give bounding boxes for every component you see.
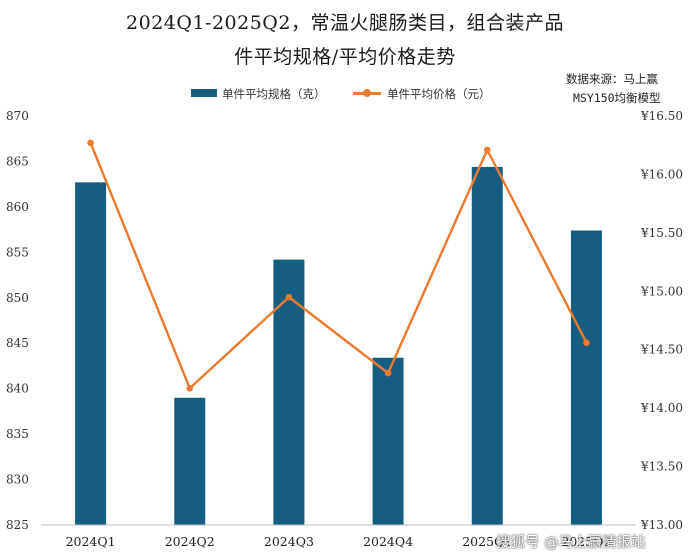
right-axis-tick-label: ¥15.50 — [640, 226, 683, 240]
right-axis-tick-label: ¥14.00 — [640, 401, 683, 415]
right-axis-tick-label: ¥14.50 — [640, 343, 683, 357]
x-axis-tick-label: 2024Q4 — [363, 534, 413, 549]
price-point — [583, 339, 590, 347]
price-series-line — [89, 142, 588, 390]
chart-title-line2: 件平均规格/平均价格走势 — [234, 46, 456, 68]
x-axis-tick-label: 2024Q3 — [264, 534, 314, 549]
right-axis-tick-label: ¥16.50 — [640, 109, 683, 123]
legend-label-line: 单件平均价格（元） — [387, 87, 491, 101]
price-point — [285, 293, 293, 301]
price-point — [483, 146, 491, 154]
legend-swatch-marker — [363, 89, 371, 97]
bar — [75, 182, 107, 526]
right-axis-tick-label: ¥16.00 — [640, 167, 683, 181]
chart-title-line1: 2024Q1-2025Q2，常温火腿肠类目，组合装产品 — [126, 12, 564, 34]
x-axis-tick-label: 2025Q2 — [561, 534, 611, 549]
price-point — [384, 369, 392, 377]
bar — [471, 166, 503, 526]
watermark: 搜狐号 @马上赢情报站 — [496, 535, 646, 551]
left-axis-tick-label: 850 — [6, 291, 29, 305]
x-axis-tick-label: 2025Q1 — [462, 534, 512, 549]
left-axis-tick-label: 865 — [6, 154, 29, 168]
left-axis-tick-label: 845 — [6, 336, 29, 350]
price-point — [186, 384, 194, 392]
right-axis-tick-label: ¥13.50 — [640, 460, 683, 474]
left-axis-tick-label: 860 — [6, 200, 29, 214]
left-axis-tick-label: 835 — [6, 427, 29, 441]
bar — [570, 230, 602, 525]
legend-label-bar: 单件平均规格（克） — [222, 87, 326, 101]
left-axis-tick-label: 830 — [6, 473, 29, 487]
right-axis-tick-label: ¥13.00 — [640, 518, 683, 532]
left-axis-tick-label: 870 — [6, 109, 29, 123]
price-point — [87, 139, 94, 147]
right-axis-tick-label: ¥15.00 — [640, 284, 683, 298]
x-axis-tick-label: 2024Q1 — [66, 534, 116, 549]
left-axis-tick-label: 825 — [6, 518, 29, 532]
source-note-line1: 数据来源：马上赢 — [566, 72, 658, 86]
x-axis-tick-label: 2024Q2 — [165, 534, 215, 549]
left-axis-tick-label: 840 — [6, 382, 29, 396]
bar — [174, 397, 206, 525]
legend-swatch-bar — [191, 89, 217, 97]
bar — [372, 357, 404, 525]
source-note-line2: MSY150均衡模型 — [573, 91, 661, 105]
left-axis-tick-label: 855 — [6, 245, 29, 259]
